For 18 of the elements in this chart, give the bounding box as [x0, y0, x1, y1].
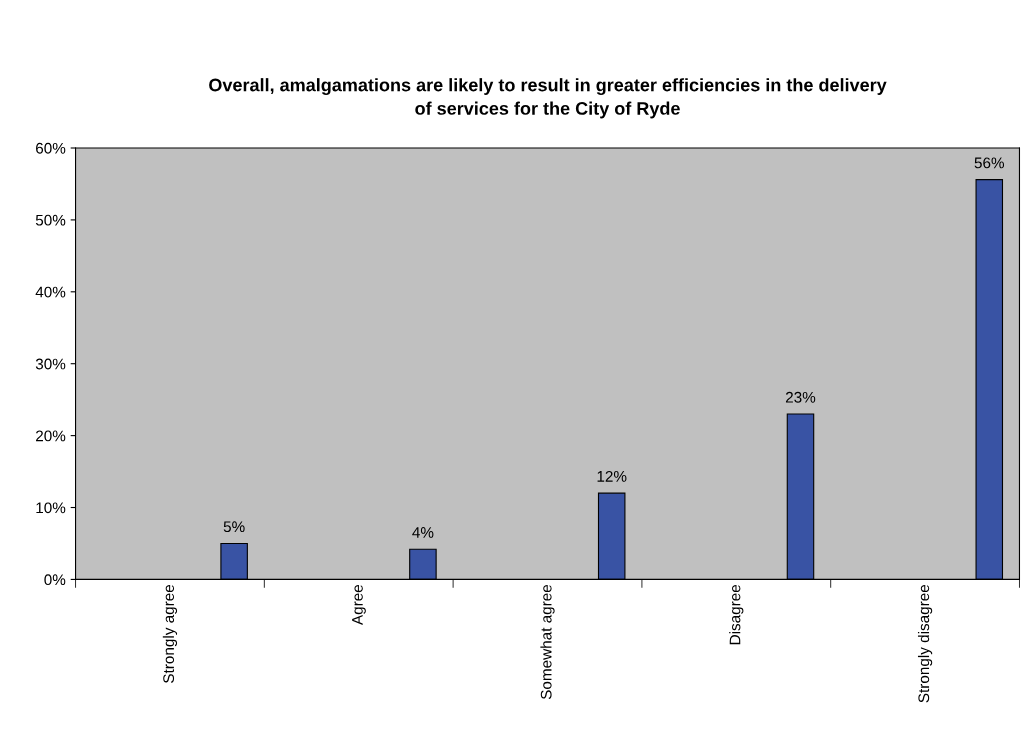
x-tick-label: Agree [352, 584, 366, 626]
y-tick-label: 20% [36, 430, 66, 442]
y-tick-label: 60% [36, 142, 66, 154]
y-tick-label: 10% [36, 502, 66, 514]
chart-title: Overall, amalgamations are likely to result in greater efficiencies in the delivery of services for the City of Ryde [209, 78, 887, 119]
x-tick-label: Strongly disagree [917, 584, 933, 703]
data-label: 12% [597, 470, 627, 482]
x-tick-label: Somewhat agree [540, 584, 555, 700]
y-tick-label: 0% [44, 574, 66, 586]
data-label: 4% [412, 527, 434, 538]
y-tick-label: 30% [35, 358, 66, 370]
x-tick-label: Disagree [729, 584, 744, 645]
x-tick-label: Strongly agree [162, 584, 178, 683]
data-label: 23% [785, 391, 816, 403]
y-tick-label: 50% [35, 214, 66, 226]
y-tick-label: 40% [35, 286, 66, 298]
data-label: 5% [223, 521, 245, 533]
data-label: 56% [974, 157, 1005, 169]
